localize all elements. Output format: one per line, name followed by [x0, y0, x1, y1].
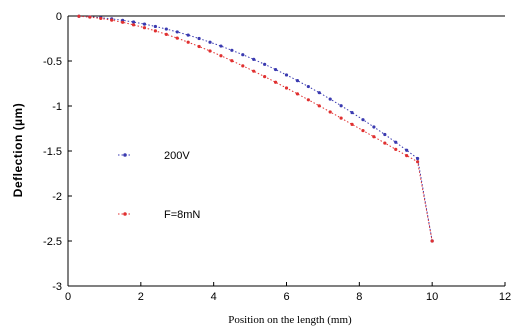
data-point	[284, 73, 289, 77]
data-point	[142, 22, 147, 26]
data-point	[317, 104, 321, 108]
data-point	[350, 122, 354, 126]
x-tick-label: 4	[211, 291, 217, 303]
data-point	[208, 49, 212, 53]
data-point	[295, 79, 300, 83]
data-point	[164, 27, 168, 31]
data-point	[252, 57, 256, 61]
legend-swatch-marker	[123, 212, 127, 216]
data-point	[153, 29, 157, 33]
data-point	[99, 16, 103, 21]
data-point	[252, 69, 256, 73]
x-axis-label: Position on the length (mm)	[228, 314, 352, 326]
axes	[67, 15, 505, 287]
legend: 200V F=8mN	[118, 150, 200, 221]
y-tick-label: -2.5	[43, 236, 62, 248]
data-point	[219, 44, 223, 48]
data-point	[383, 132, 387, 137]
data-point	[383, 141, 387, 145]
data-point	[339, 116, 343, 120]
data-point	[263, 75, 267, 79]
data-point	[153, 24, 157, 29]
y-tick-label: -1.5	[43, 146, 62, 158]
y-tick-label: -3	[52, 281, 62, 293]
data-point	[430, 239, 434, 243]
data-point	[328, 97, 332, 101]
data-point	[416, 160, 420, 164]
series-1	[77, 14, 434, 243]
x-tick-label: 6	[283, 291, 289, 303]
y-tick-label: -0.5	[43, 56, 62, 68]
data-point	[405, 153, 409, 158]
data-point	[142, 26, 147, 30]
legend-label: F=8mN	[164, 209, 200, 221]
data-point	[295, 92, 300, 96]
data-point	[88, 15, 92, 19]
data-point	[219, 54, 223, 58]
data-point	[306, 98, 310, 102]
data-point	[186, 33, 190, 37]
x-tick-label: 8	[356, 291, 362, 303]
x-tick-label: 10	[426, 291, 438, 303]
data-point	[186, 40, 190, 44]
data-point	[131, 23, 136, 27]
y-tick-label: -2	[52, 191, 62, 203]
data-point	[110, 18, 114, 22]
data-point	[175, 36, 179, 40]
data-point	[131, 20, 136, 24]
data-point	[361, 128, 365, 133]
data-point	[121, 20, 125, 24]
legend-label: 200V	[164, 150, 190, 162]
data-point	[273, 80, 278, 84]
x-tick-label: 0	[65, 291, 71, 303]
ticks: 0 2 4 6 8 10 12 0 -0.5 -1 -1.5 -2 -2.5 -3	[43, 11, 511, 303]
data-point	[241, 64, 245, 68]
series-line	[78, 15, 433, 242]
x-tick-label: 2	[138, 291, 144, 303]
data-point	[372, 125, 376, 129]
data-point	[273, 67, 278, 72]
y-tick-label: -1	[52, 101, 62, 113]
x-tick-label: 12	[499, 291, 511, 303]
data-point	[361, 118, 365, 122]
data-point	[328, 110, 332, 114]
data-point	[317, 91, 321, 95]
data-point	[197, 44, 201, 49]
data-point	[241, 53, 245, 57]
legend-swatch-marker	[123, 153, 127, 157]
series-2	[77, 14, 434, 243]
data-point	[394, 140, 398, 144]
data-point	[405, 148, 409, 152]
y-tick-label: 0	[56, 11, 62, 23]
data-point	[263, 62, 267, 66]
data-point	[230, 59, 234, 63]
data-point	[230, 48, 234, 52]
legend-item: 200V	[118, 150, 190, 162]
data-point	[394, 147, 398, 151]
series-layer	[77, 14, 434, 243]
data-point	[197, 36, 201, 41]
series-line	[78, 15, 433, 242]
data-point	[208, 40, 212, 44]
legend-item: F=8mN	[118, 209, 200, 221]
data-point	[372, 135, 376, 139]
data-point	[350, 110, 354, 115]
data-point	[164, 32, 168, 36]
data-point	[175, 30, 179, 34]
data-point	[284, 86, 289, 90]
data-point	[306, 84, 310, 89]
data-point	[77, 14, 81, 18]
data-point	[339, 104, 343, 108]
data-point	[416, 156, 420, 161]
y-axis-label: Deflection (µm)	[11, 103, 25, 197]
